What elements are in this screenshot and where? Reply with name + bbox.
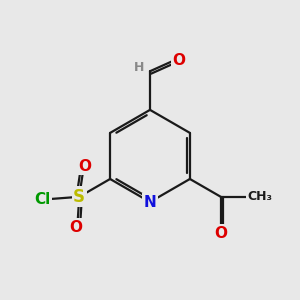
- Text: S: S: [73, 188, 85, 206]
- Text: H: H: [134, 61, 144, 74]
- Text: Cl: Cl: [34, 192, 51, 207]
- Text: O: O: [70, 220, 83, 235]
- Text: O: O: [172, 53, 185, 68]
- Text: O: O: [78, 159, 91, 174]
- Text: CH₃: CH₃: [247, 190, 272, 203]
- Text: N: N: [144, 194, 156, 209]
- Text: O: O: [214, 226, 227, 241]
